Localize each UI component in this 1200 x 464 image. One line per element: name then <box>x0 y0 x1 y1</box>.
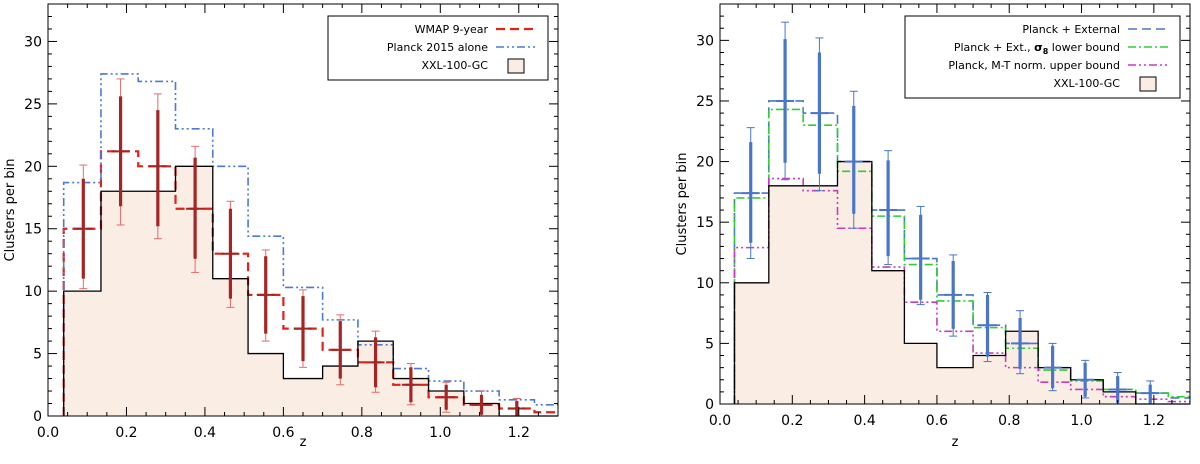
legend-label-subscript: 8 <box>1043 47 1049 56</box>
legend-label: WMAP 9-year <box>415 23 489 36</box>
x-tick-label: 0.4 <box>853 413 875 429</box>
errorbar-6 <box>911 205 930 306</box>
legend-label: Planck + External <box>1022 23 1120 36</box>
errorbar-11 <box>1076 359 1095 399</box>
legend-label-symbol: σ <box>1034 41 1043 54</box>
y-tick-label: 25 <box>24 97 42 113</box>
legend-label-main: Planck + Ext., <box>954 41 1034 54</box>
x-tick-label: 0.2 <box>781 413 803 429</box>
xxl-histogram-outline <box>733 160 1190 405</box>
y-tick-label: 30 <box>24 34 42 50</box>
errorbar-8 <box>331 314 350 386</box>
errorbar-8 <box>978 291 997 363</box>
y-tick-label: 5 <box>33 347 42 363</box>
y-tick-label: 30 <box>696 33 714 49</box>
legend-item-3: Planck, M-T norm. upper bound <box>948 59 1170 72</box>
y-tick-label: 5 <box>705 336 714 352</box>
x-axis-label: z <box>300 435 307 450</box>
legend-item-2: Planck + Ext., σ8 lower bound <box>954 41 1170 56</box>
errorbar-1 <box>741 127 760 260</box>
legend: WMAP 9-year Planck 2015 alone XXL-100-GC <box>327 15 549 81</box>
errorbar-13 <box>507 398 526 417</box>
errorbar-9 <box>1011 310 1030 375</box>
y-tick-label: 20 <box>24 159 42 175</box>
errorbar-10 <box>1043 342 1062 392</box>
legend-label-tail: lower bound <box>1048 41 1120 54</box>
series-line-2 <box>733 108 1190 404</box>
x-tick-label: 1.2 <box>508 425 530 441</box>
x-tick-label: 0.6 <box>272 425 294 441</box>
x-tick-label: 0.8 <box>998 413 1020 429</box>
legend-label: Planck 2015 alone <box>387 41 488 54</box>
errorbar-7 <box>294 289 312 368</box>
x-tick-label: 0.6 <box>926 413 948 429</box>
errorbar-4 <box>186 145 205 273</box>
errorbar-10 <box>401 363 420 406</box>
errorbar-6 <box>256 249 275 342</box>
xxl-histogram-outline <box>63 165 558 417</box>
x-tick-label: 0.2 <box>115 425 137 441</box>
legend-item-4: XXL-100-GC <box>1053 76 1157 92</box>
panel-2: 0.0 0.2 0.4 0.6 0.8 1.0 1.2 0 5 10 15 20 25 30 z Cluste… <box>675 3 1191 450</box>
errorbar-5 <box>879 150 898 266</box>
errorbar-4 <box>844 90 863 229</box>
y-tick-label: 15 <box>696 215 714 231</box>
x-tick-label: 1.0 <box>429 425 451 441</box>
x-tick-label: 1.0 <box>1070 413 1092 429</box>
x-axis-label: z <box>952 435 959 450</box>
y-tick-label: 0 <box>705 397 714 413</box>
errorbar-1 <box>74 164 93 290</box>
legend-swatch <box>507 58 525 74</box>
y-axis-label: Clusters per bin <box>3 159 18 262</box>
legend-item-2: Planck 2015 alone <box>387 41 538 54</box>
legend-label: XXL-100-GC <box>421 59 488 72</box>
legend-item-1: WMAP 9-year <box>415 23 538 36</box>
y-tick-label: 10 <box>24 284 42 300</box>
y-tick-label: 0 <box>33 409 42 425</box>
errorbar-9 <box>366 330 385 393</box>
errorbar-11 <box>437 381 456 413</box>
xxl-histogram-fill <box>734 161 1190 404</box>
legend-item-3: XXL-100-GC <box>421 58 525 74</box>
y-axis-label: Clusters per bin <box>675 153 690 256</box>
errorbar-13 <box>1141 380 1160 405</box>
x-tick-label: 0.0 <box>709 413 731 429</box>
y-tick-label: 15 <box>24 222 42 238</box>
y-tick-label: 25 <box>696 94 714 110</box>
series-line-2 <box>62 73 558 416</box>
x-tick-label: 0.4 <box>194 425 216 441</box>
panel-1: 0.0 0.2 0.4 0.6 0.8 1.0 1.2 0 5 10 15 20 25 30 z Cluste… <box>3 3 559 450</box>
x-tick-label: 0.8 <box>351 425 373 441</box>
errorbar-3 <box>148 93 167 240</box>
errorbar-7 <box>944 254 963 337</box>
series-line-3 <box>733 177 1190 404</box>
errorbar-2 <box>111 78 130 226</box>
legend-label: Planck, M-T norm. upper bound <box>948 59 1120 72</box>
errorbar-5 <box>221 200 240 308</box>
x-tick-label: 0.0 <box>37 425 59 441</box>
x-tick-label: 1.2 <box>1143 413 1165 429</box>
legend: Planck + External Planck + Ext., σ8 lower… <box>904 15 1181 99</box>
legend-swatch <box>1139 76 1157 92</box>
y-tick-label: 20 <box>696 155 714 171</box>
errorbar-3 <box>810 37 829 192</box>
y-tick-label: 10 <box>696 276 714 292</box>
legend-item-1: Planck + External <box>1022 23 1170 36</box>
legend-label: XXL-100-GC <box>1053 77 1120 90</box>
legend-label: Planck + Ext., σ8 lower bound <box>954 41 1120 56</box>
xxl-histogram-fill <box>63 166 558 416</box>
errorbar-2 <box>776 21 795 181</box>
